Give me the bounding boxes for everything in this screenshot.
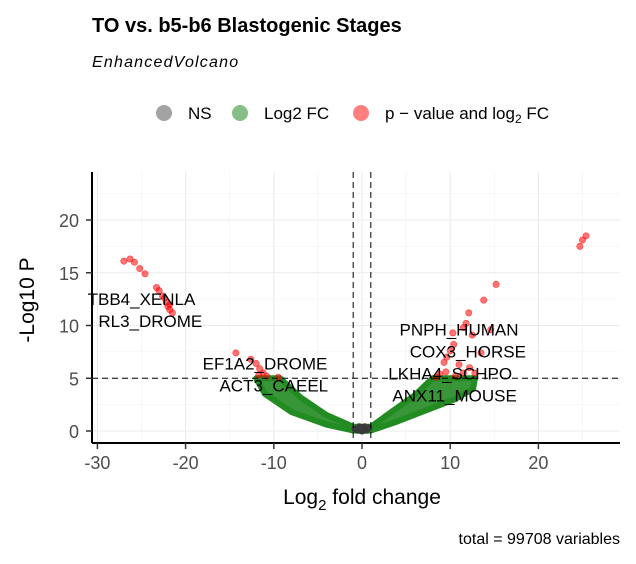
x-tick-label: 20 <box>528 453 548 473</box>
y-tick-label: 5 <box>69 369 79 389</box>
caption: total = 99708 variables <box>459 531 620 548</box>
y-axis-label: -Log10 P <box>16 257 39 342</box>
ns-point <box>361 423 369 431</box>
gene-label: RL3_DROME <box>98 312 202 331</box>
y-tick-label: 10 <box>59 317 79 337</box>
significant-point <box>450 340 458 348</box>
y-tick-label: 20 <box>59 211 79 231</box>
legend-label-pvalue-log2fc: p − value and log2 FC <box>385 104 549 126</box>
significant-point <box>465 309 473 317</box>
significant-point <box>120 257 128 265</box>
significant-point <box>155 287 163 295</box>
x-tick-label: -10 <box>261 453 287 473</box>
axes: -30 -20 -10 0 10 20 0 5 10 15 20 <box>59 172 620 473</box>
x-tick-label: 10 <box>440 453 460 473</box>
points <box>120 232 590 435</box>
legend-marker-ns <box>156 105 172 121</box>
legend-label-ns: NS <box>188 104 212 123</box>
significant-point <box>247 355 255 363</box>
significant-point <box>432 373 440 381</box>
significant-point <box>480 296 488 304</box>
significant-point <box>255 371 263 379</box>
significant-point <box>442 368 450 376</box>
gene-label: LKHA4_SCHPO <box>388 365 512 384</box>
significant-point <box>440 358 448 366</box>
significant-point <box>451 372 459 380</box>
significant-point <box>274 373 282 381</box>
significant-point <box>449 329 457 337</box>
log2fc-point-cloud <box>253 375 478 434</box>
legend-marker-pvalue-log2fc <box>353 105 369 121</box>
y-tick-label: 0 <box>69 422 79 442</box>
significant-point <box>130 258 138 266</box>
significant-point <box>466 364 474 372</box>
significant-point <box>468 331 476 339</box>
gene-label: COX3_HORSE <box>410 343 526 362</box>
annotations: TBB4_XENLA RL3_DROME PNPH_HUMAN COX3_HORSE E… <box>88 290 526 406</box>
x-axis-label: Log2 fold change <box>283 486 441 514</box>
legend-marker-log2fc <box>232 105 248 121</box>
x-tick-label: 0 <box>357 453 367 473</box>
significant-point <box>582 232 590 240</box>
y-tick-label: 15 <box>59 264 79 284</box>
significant-point <box>168 309 176 317</box>
x-tick-label: -30 <box>84 453 110 473</box>
significant-point <box>459 369 467 377</box>
significant-point <box>576 242 584 250</box>
x-tick-label: -20 <box>173 453 199 473</box>
significant-point <box>459 324 467 332</box>
significant-point <box>252 359 260 367</box>
significant-point <box>471 369 479 377</box>
ns-log2fc-region <box>253 375 478 434</box>
gene-label: PNPH_HUMAN <box>400 321 519 340</box>
significant-point <box>263 372 271 380</box>
gene-label: ACT3_CAEEL <box>219 376 328 395</box>
threshold-lines <box>92 172 620 443</box>
significant-point <box>446 347 454 355</box>
significant-point <box>136 265 144 273</box>
significant-point <box>477 349 485 357</box>
legend: NS Log2 FC p − value and log2 FC <box>156 104 549 126</box>
gene-label: ANX11_MOUSE <box>392 387 516 406</box>
significant-point <box>487 326 495 334</box>
significant-point <box>455 361 463 369</box>
gene-label: EF1A2_DROME <box>203 354 328 373</box>
chart-title: TO vs. b5-b6 Blastogenic Stages <box>92 15 402 37</box>
legend-label-log2fc: Log2 FC <box>264 104 329 123</box>
chart-subtitle: EnhancedVolcano <box>92 54 239 71</box>
significant-point <box>232 349 240 357</box>
significant-point <box>492 280 500 288</box>
gene-label: TBB4_XENLA <box>88 290 196 309</box>
ns-point <box>355 423 363 431</box>
significant-point <box>141 270 149 278</box>
